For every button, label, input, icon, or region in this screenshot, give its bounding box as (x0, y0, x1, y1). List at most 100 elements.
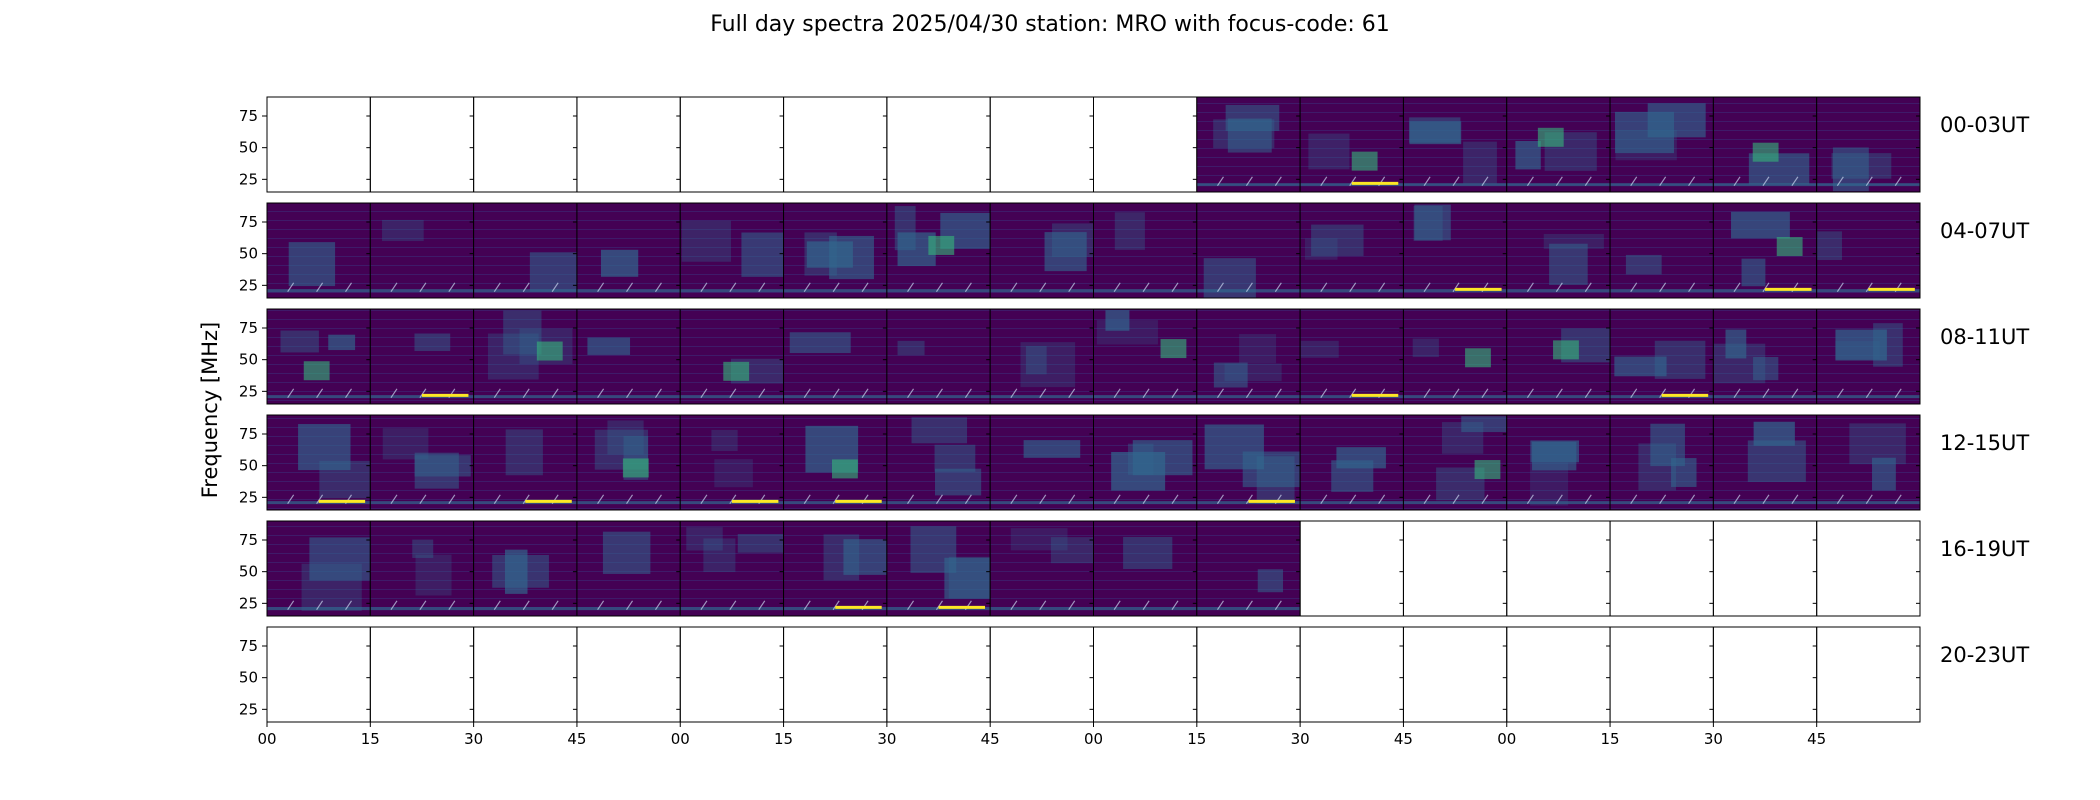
y-tick-label: 25 (239, 170, 258, 188)
spectra-feature (1216, 176, 1224, 187)
spectra-feature (1584, 388, 1592, 399)
spectra-burst (1474, 460, 1501, 480)
interference-band (267, 289, 371, 293)
interference-band (1816, 183, 1920, 187)
spectra-band (934, 468, 982, 496)
spectra-feature (1113, 388, 1121, 399)
interference-band (680, 289, 784, 293)
panel-frame (783, 626, 888, 723)
spectra-feature (345, 282, 353, 293)
spectra-feature (1171, 282, 1179, 293)
spectra-band (1747, 440, 1806, 482)
y-tick-label: 50 (239, 139, 258, 157)
spectra-feature (1555, 176, 1563, 187)
panel-frame (1093, 96, 1198, 193)
spectra-feature (758, 388, 766, 399)
spectra-feature (1481, 494, 1489, 505)
interference-band (680, 607, 784, 611)
spectra-feature (1630, 282, 1638, 293)
interference-band (473, 289, 577, 293)
peak-line (731, 499, 779, 503)
spectra-band (1872, 457, 1896, 491)
spectra-texture (680, 521, 784, 616)
spectra-texture (370, 203, 474, 298)
interference-band (1403, 501, 1507, 505)
spectra-feature (1320, 494, 1328, 505)
spectra-band (503, 310, 542, 355)
spectra-burst (723, 361, 750, 381)
x-tick-label: 15 (774, 730, 793, 748)
spectra-band (1050, 537, 1094, 564)
spectra-feature (729, 282, 737, 293)
spectra-band (328, 334, 356, 351)
y-tick-label: 25 (239, 488, 258, 506)
peak-line (318, 499, 366, 503)
spectra-feature (522, 494, 530, 505)
row-label: 08-11UT (1940, 325, 2029, 349)
spectra-feature (1452, 388, 1460, 399)
spectra-band (1753, 357, 1779, 381)
interference-band (886, 501, 991, 505)
x-tick-label: 45 (567, 730, 586, 748)
spectra-band (1308, 133, 1350, 170)
spectra-band (681, 220, 732, 262)
panel-frame (1506, 626, 1611, 723)
spectra-feature (287, 494, 295, 505)
panel-frame (1712, 520, 1818, 617)
spectra-feature (1349, 282, 1357, 293)
spectra-texture (990, 415, 1094, 510)
spectra-feature (700, 494, 708, 505)
interference-band (783, 289, 887, 293)
spectra-feature (1733, 388, 1741, 399)
spectra-band (1304, 238, 1338, 260)
x-tick-label: 30 (1291, 730, 1310, 748)
spectra-feature (964, 494, 972, 505)
chart-title: Full day spectra 2025/04/30 station: MRO… (710, 12, 1390, 37)
spectra-band (600, 249, 639, 277)
spectra-band (382, 219, 424, 242)
spectra-texture (1196, 521, 1301, 616)
interference-band (1506, 183, 1611, 187)
spectra-feature (551, 388, 559, 399)
spectra-band (789, 332, 851, 354)
spectra-feature (1245, 388, 1253, 399)
spectra-feature (1378, 494, 1386, 505)
spectra-feature (1245, 176, 1253, 187)
spectra-feature (1584, 494, 1592, 505)
spectra-feature (597, 388, 605, 399)
y-tick-label: 75 (239, 531, 258, 549)
panel-frame (1816, 308, 1921, 405)
spectra-feature (861, 388, 869, 399)
spectra-feature (1555, 388, 1563, 399)
interference-band (1403, 183, 1507, 187)
panel-frame (473, 626, 578, 723)
spectra-feature (316, 600, 324, 611)
spectra-feature (1068, 388, 1076, 399)
spectra-feature (1659, 176, 1667, 187)
spectra-band (1650, 423, 1685, 467)
spectra-feature (1836, 282, 1844, 293)
spectra-feature (1113, 600, 1121, 611)
spectra-band (1461, 416, 1507, 433)
panel-frame (1816, 414, 1921, 511)
peak-line (1455, 287, 1502, 291)
spectra-feature (700, 600, 708, 611)
spectra-band (1549, 243, 1588, 285)
spectra-feature (1865, 176, 1873, 187)
x-tick-label: 15 (361, 730, 380, 748)
interference-band (990, 501, 1094, 505)
spectra-feature (1762, 494, 1770, 505)
spectra-band (1020, 342, 1076, 388)
spectra-texture (1610, 203, 1714, 298)
spectra-burst (303, 361, 330, 381)
interference-band (576, 289, 681, 293)
spectra-feature (907, 282, 915, 293)
spectra-feature (907, 600, 915, 611)
spectra-feature (1659, 494, 1667, 505)
spectra-band (504, 549, 528, 594)
interference-band (1196, 395, 1301, 399)
spectra-feature (419, 282, 427, 293)
interference-band (1093, 395, 1197, 399)
spectra-feature (1791, 388, 1799, 399)
interference-band (990, 289, 1094, 293)
